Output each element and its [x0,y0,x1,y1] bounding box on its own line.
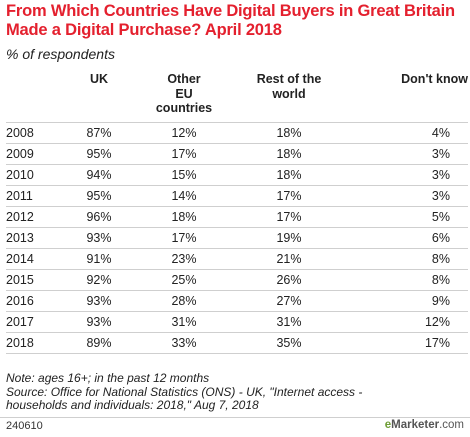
header-rest-of-world: Rest of the world [234,68,344,123]
cell-dont-know: 9% [344,290,468,312]
chart-subtitle: % of respondents [6,46,115,62]
header-other-eu-line2: EU [175,86,193,101]
table-row: 2011 95% 14% 17% 3% [6,185,468,207]
source-line: households and individuals: 2018," Aug 7… [6,398,259,412]
brand-prefix: e [384,419,392,431]
cell-rest-of-world: 18% [234,143,344,165]
cell-rest-of-world: 21% [234,248,344,270]
cell-year: 2015 [6,269,64,291]
cell-other-eu: 17% [134,143,234,165]
cell-dont-know: 17% [344,332,468,354]
cell-year: 2016 [6,290,64,312]
table-row: 2017 93% 31% 31% 12% [6,311,468,333]
header-rest-line2: world [272,86,306,101]
chart-title: From Which Countries Have Digital Buyers… [6,2,455,39]
footer-divider [0,417,470,418]
cell-other-eu: 14% [134,185,234,207]
cell-year: 2013 [6,227,64,249]
header-rest-line1: Rest of the [256,72,322,86]
table-row: 2012 96% 18% 17% 5% [6,206,468,228]
cell-uk: 96% [64,206,134,228]
cell-other-eu: 31% [134,311,234,333]
cell-other-eu: 23% [134,248,234,270]
cell-other-eu: 25% [134,269,234,291]
cell-year: 2009 [6,143,64,165]
table-row: 2016 93% 28% 27% 9% [6,290,468,312]
cell-other-eu: 17% [134,227,234,249]
header-year [6,68,64,123]
cell-rest-of-world: 19% [234,227,344,249]
cell-uk: 93% [64,227,134,249]
cell-rest-of-world: 31% [234,311,344,333]
table-row: 2009 95% 17% 18% 3% [6,143,468,165]
source-line: Source: Office for National Statistics (… [6,384,363,399]
cell-dont-know: 3% [344,143,468,165]
cell-other-eu: 33% [134,332,234,354]
cell-year: 2014 [6,248,64,270]
data-table-container: UK Other EU countries Rest of the world … [6,68,468,354]
cell-year: 2008 [6,122,64,144]
cell-dont-know: 12% [344,311,468,333]
cell-uk: 92% [64,269,134,291]
brand-name: Marketer [391,419,440,431]
cell-uk: 87% [64,122,134,144]
header-other-eu: Other EU countries [134,68,234,123]
cell-rest-of-world: 18% [234,122,344,144]
table-row: 2015 92% 25% 26% 8% [6,269,468,291]
brand-logo: eMarketer.com [385,419,464,431]
cell-uk: 91% [64,248,134,270]
table-row: 2008 87% 12% 18% 4% [6,122,468,144]
cell-dont-know: 8% [344,269,468,291]
data-table: UK Other EU countries Rest of the world … [6,68,468,354]
cell-rest-of-world: 17% [234,185,344,207]
cell-uk: 93% [64,290,134,312]
header-uk: UK [64,68,134,123]
cell-rest-of-world: 18% [234,164,344,186]
chart-note: Note: ages 16+; in the past 12 months So… [6,371,466,413]
cell-uk: 94% [64,164,134,186]
cell-other-eu: 28% [134,290,234,312]
cell-uk: 93% [64,311,134,333]
cell-year: 2010 [6,164,64,186]
cell-dont-know: 5% [344,206,468,228]
cell-other-eu: 18% [134,206,234,228]
cell-dont-know: 3% [344,185,468,207]
header-other-eu-line3: countries [155,101,213,115]
cell-year: 2011 [6,185,64,207]
table-row: 2018 89% 33% 35% 17% [6,332,468,354]
cell-dont-know: 3% [344,164,468,186]
table-row: 2014 91% 23% 21% 8% [6,248,468,270]
cell-uk: 89% [64,332,134,354]
header-dont-know: Don't know [344,68,468,123]
table-body: 2008 87% 12% 18% 4% 2009 95% 17% 18% 3% … [6,122,468,354]
table-row: 2010 94% 15% 18% 3% [6,164,468,186]
cell-year: 2012 [6,206,64,228]
cell-dont-know: 4% [344,122,468,144]
cell-other-eu: 12% [134,122,234,144]
table-header-row: UK Other EU countries Rest of the world … [6,68,468,123]
cell-year: 2017 [6,311,64,333]
cell-dont-know: 6% [344,227,468,249]
cell-other-eu: 15% [134,164,234,186]
cell-uk: 95% [64,185,134,207]
table-row: 2013 93% 17% 19% 6% [6,227,468,249]
cell-rest-of-world: 27% [234,290,344,312]
note-line: Note: ages 16+; in the past 12 months [6,371,210,385]
header-other-eu-line1: Other [167,72,201,86]
cell-rest-of-world: 35% [234,332,344,354]
cell-uk: 95% [64,143,134,165]
brand-suffix: .com [439,419,464,431]
cell-rest-of-world: 17% [234,206,344,228]
cell-rest-of-world: 26% [234,269,344,291]
cell-dont-know: 8% [344,248,468,270]
chart-id: 240610 [6,420,43,432]
cell-year: 2018 [6,332,64,354]
